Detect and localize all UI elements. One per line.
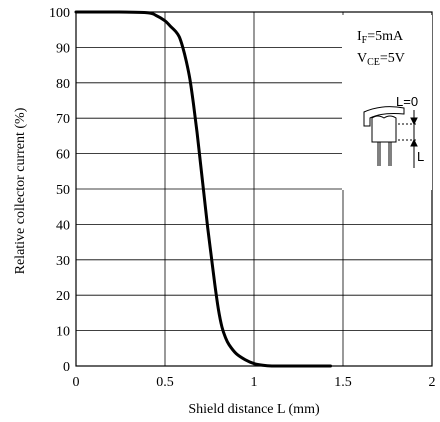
shield-plate	[363, 106, 405, 127]
y-tick-label: 60	[56, 148, 70, 163]
x-tick-label: 1.5	[334, 375, 352, 390]
y-tick-label: 70	[56, 112, 70, 127]
conditions-box-background	[342, 15, 432, 190]
x-tick-labels: 0 0.5 1 1.5 2	[73, 375, 436, 390]
x-tick-label: 0.5	[156, 375, 174, 390]
shield-diagram	[363, 106, 418, 168]
condition-vce: VCE=5V	[357, 51, 405, 68]
x-tick-label: 1	[251, 375, 258, 390]
y-tick-label: 100	[49, 6, 70, 21]
y-tick-label: 10	[56, 325, 70, 340]
x-tick-label: 0	[73, 375, 80, 390]
y-tick-labels: 0 10 20 30 40 50 60 70 80 90 100	[49, 6, 70, 375]
y-tick-label: 30	[56, 254, 70, 269]
x-tick-label: 2	[429, 375, 436, 390]
y-tick-label: 40	[56, 218, 70, 233]
dimension-arrow-down	[410, 117, 418, 126]
x-axis-title: Shield distance L (mm)	[188, 402, 320, 417]
label-l: L	[417, 149, 424, 164]
y-axis-title: Relative collector current (%)	[13, 107, 28, 274]
series-line	[74, 10, 333, 368]
conditions-box: IF=5mA VCE=5V L=0 L	[342, 15, 432, 190]
y-tick-label: 90	[56, 41, 70, 56]
y-tick-label: 80	[56, 77, 70, 92]
dimension-arrow-up	[410, 138, 418, 147]
label-l-zero: L=0	[396, 94, 418, 109]
y-tick-label: 50	[56, 183, 70, 198]
sensor-body	[371, 115, 397, 143]
condition-if: IF=5mA	[357, 29, 404, 46]
y-tick-label: 20	[56, 289, 70, 304]
y-tick-label: 0	[63, 360, 70, 375]
